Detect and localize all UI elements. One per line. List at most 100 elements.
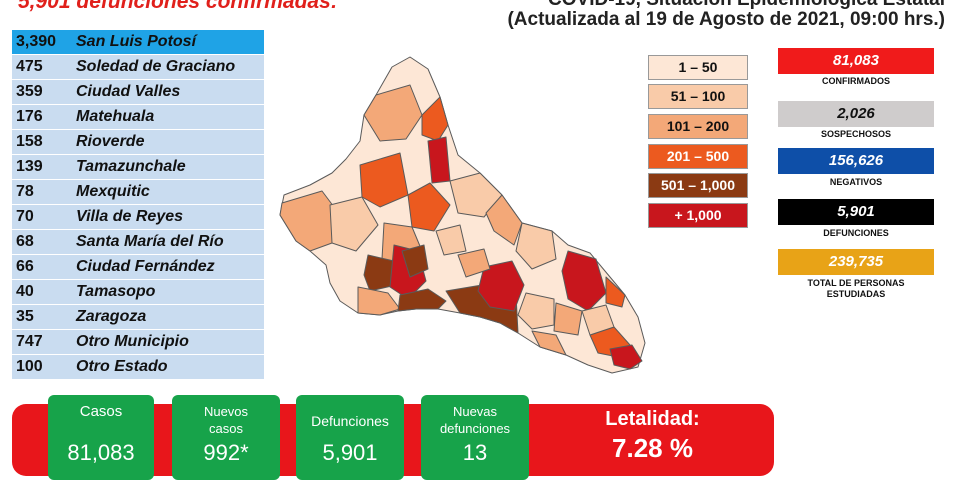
- map-region: [609, 344, 643, 370]
- map-region: [363, 84, 423, 142]
- summary-lethality: Letalidad: 7.28 %: [540, 404, 765, 476]
- list-item: 40 Tamasopo: [12, 280, 264, 304]
- legend-item: 201 – 500: [648, 144, 748, 169]
- death-count: 66: [16, 258, 34, 275]
- stat-negative-label: NEGATIVOS: [829, 177, 883, 187]
- death-count: 35: [16, 308, 34, 325]
- death-count: 3,390: [16, 33, 57, 50]
- map-region: [581, 304, 615, 336]
- death-count: 359: [16, 83, 43, 100]
- stat-negative-value: 156,626: [778, 148, 934, 174]
- map-region: [477, 260, 525, 312]
- municipality-name: Villa de Reyes: [76, 208, 184, 225]
- state-choropleth-map: [279, 56, 646, 374]
- municipality-name: Ciudad Fernández: [76, 258, 215, 275]
- list-item: 70 Villa de Reyes: [12, 205, 264, 229]
- summary-new-cases: Nuevos casos 992*: [172, 395, 280, 480]
- municipality-name: Mexquitic: [76, 183, 150, 200]
- death-count: 475: [16, 58, 43, 75]
- death-count: 747: [16, 333, 43, 350]
- map-region: [457, 248, 491, 278]
- map-region: [397, 288, 447, 312]
- list-item: 359 Ciudad Valles: [12, 80, 264, 104]
- list-item: 100 Otro Estado: [12, 355, 264, 379]
- death-count: 176: [16, 108, 43, 125]
- stat-deaths-label: DEFUNCIONES: [823, 228, 889, 238]
- map-region: [407, 182, 451, 232]
- legend-label: 1 – 50: [678, 59, 718, 75]
- map-region: [359, 152, 409, 208]
- summary-cases-value: 81,083: [67, 440, 135, 465]
- legend-item: 501 – 1,000: [648, 173, 748, 198]
- list-item: 35 Zaragoza: [12, 305, 264, 329]
- legend-label: 101 – 200: [666, 118, 730, 134]
- summary-new-cases-value: 992*: [203, 440, 249, 465]
- map-region: [605, 276, 626, 308]
- stat-deaths-value: 5,901: [778, 199, 934, 225]
- summary-deaths: Defunciones 5,901: [296, 395, 404, 480]
- legend-label: 201 – 500: [666, 148, 730, 164]
- map-region: [329, 196, 379, 252]
- summary-lethality-label: Letalidad:: [605, 408, 700, 430]
- map-region: [485, 194, 523, 246]
- map-region: [531, 330, 567, 356]
- summary-deaths-value: 5,901: [322, 440, 378, 465]
- list-item: 68 Santa María del Río: [12, 230, 264, 254]
- summary-deaths-label: Defunciones: [311, 413, 389, 429]
- death-count: 78: [16, 183, 34, 200]
- summary-new-cases-label: Nuevos casos: [203, 404, 249, 436]
- list-item: 3,390 San Luis Potosí: [12, 30, 264, 54]
- deaths-title: 5,901 defunciones confirmadas:: [18, 0, 338, 13]
- death-count: 68: [16, 233, 34, 250]
- legend-item: 51 – 100: [648, 84, 748, 109]
- municipality-name: Santa María del Río: [76, 233, 224, 250]
- summary-new-deaths-label: Nuevas defunciones: [439, 404, 511, 436]
- map-region: [553, 302, 583, 336]
- legend-label: + 1,000: [674, 207, 722, 223]
- list-item: 78 Mexquitic: [12, 180, 264, 204]
- stat-confirmed-value: 81,083: [778, 48, 934, 74]
- municipality-name: Soledad de Graciano: [76, 58, 236, 75]
- stat-studied-label: TOTAL DE PERSONAS ESTUDIADAS: [807, 278, 905, 299]
- list-item: 139 Tamazunchale: [12, 155, 264, 179]
- map-region: [363, 254, 397, 292]
- map-region: [401, 244, 429, 278]
- death-count: 139: [16, 158, 43, 175]
- municipality-name: Tamazunchale: [76, 158, 186, 175]
- list-item: 158 Rioverde: [12, 130, 264, 154]
- stat-suspected-value: 2,026: [778, 101, 934, 127]
- stat-suspected-label: SOSPECHOSOS: [820, 129, 892, 139]
- legend-item: 101 – 200: [648, 114, 748, 139]
- deaths-by-municipality-list: 3,390 San Luis Potosí 475 Soledad de Graci…: [12, 30, 264, 380]
- stat-confirmed-label: CONFIRMADOS: [822, 76, 890, 86]
- map-region: [279, 190, 341, 252]
- map-region: [427, 136, 451, 184]
- municipality-name: Otro Estado: [76, 358, 168, 375]
- death-count: 70: [16, 208, 34, 225]
- map-region: [435, 224, 467, 256]
- legend-item: 1 – 50: [648, 55, 748, 80]
- death-count: 100: [16, 358, 43, 375]
- map-region: [515, 222, 557, 270]
- report-date: (Actualizada al 19 de Agosto de 2021, 09…: [507, 9, 945, 30]
- list-item: 176 Matehuala: [12, 105, 264, 129]
- municipality-name: Zaragoza: [76, 308, 147, 325]
- legend-item: + 1,000: [648, 203, 748, 228]
- municipality-name: Ciudad Valles: [76, 83, 181, 100]
- municipality-name: San Luis Potosí: [76, 33, 197, 50]
- map-region: [421, 96, 449, 142]
- municipality-name: Rioverde: [76, 133, 145, 150]
- report-title: COVID-19, Situación Epidemiológica Estat…: [548, 0, 945, 11]
- summary-new-deaths-value: 13: [462, 440, 488, 465]
- list-item: 66 Ciudad Fernández: [12, 255, 264, 279]
- municipality-name: Matehuala: [76, 108, 155, 125]
- map-region: [357, 286, 401, 316]
- stat-studied-value: 239,735: [778, 249, 934, 275]
- death-count: 40: [16, 283, 34, 300]
- summary-new-deaths: Nuevas defunciones 13: [421, 395, 529, 480]
- legend-label: 501 – 1,000: [661, 177, 735, 193]
- municipality-name: Otro Municipio: [76, 333, 189, 350]
- list-item: 475 Soledad de Graciano: [12, 55, 264, 79]
- legend-label: 51 – 100: [670, 88, 726, 104]
- death-count: 158: [16, 133, 43, 150]
